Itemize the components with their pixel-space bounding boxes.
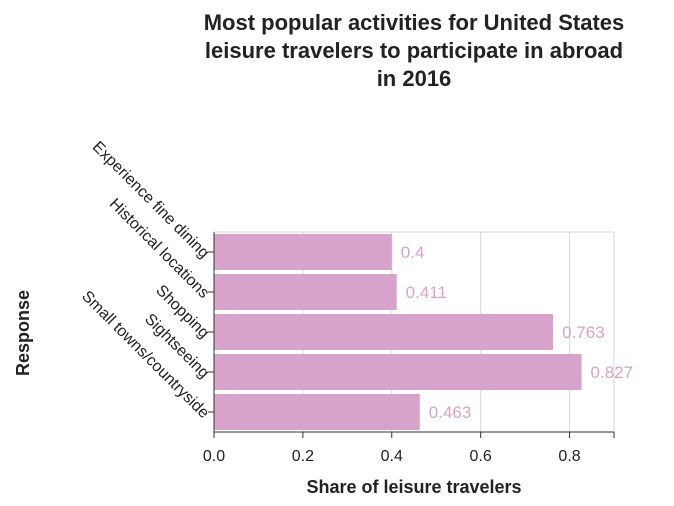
bar-3	[214, 354, 582, 390]
data-label-4: 0.463	[429, 403, 472, 422]
x-axis-title: Share of leisure travelers	[306, 477, 521, 497]
y-axis-title: Response	[13, 290, 33, 376]
bar-0	[214, 234, 392, 270]
bar-4	[214, 394, 420, 430]
bar-1	[214, 274, 397, 310]
bar-2	[214, 314, 554, 350]
x-tick-label-1: 0.2	[292, 448, 314, 465]
chart-title-line-3: in 2016	[377, 66, 452, 91]
chart-title-line-1: Most popular activities for United State…	[204, 10, 625, 35]
data-label-1: 0.411	[406, 283, 447, 302]
x-tick-label-0: 0.0	[203, 448, 225, 465]
bars: 0.4 0.411 0.763 0.827 0.463	[214, 234, 633, 430]
data-label-2: 0.763	[562, 323, 605, 342]
x-tick-label-2: 0.4	[381, 448, 403, 465]
data-label-3: 0.827	[591, 363, 634, 382]
chart-title-line-2: leisure travelers to participate in abro…	[205, 38, 623, 63]
x-tick-label-3: 0.6	[470, 448, 492, 465]
chart-title: Most popular activities for United State…	[204, 10, 625, 91]
data-label-0: 0.4	[401, 243, 425, 262]
x-tick-label-4: 0.8	[558, 448, 580, 465]
